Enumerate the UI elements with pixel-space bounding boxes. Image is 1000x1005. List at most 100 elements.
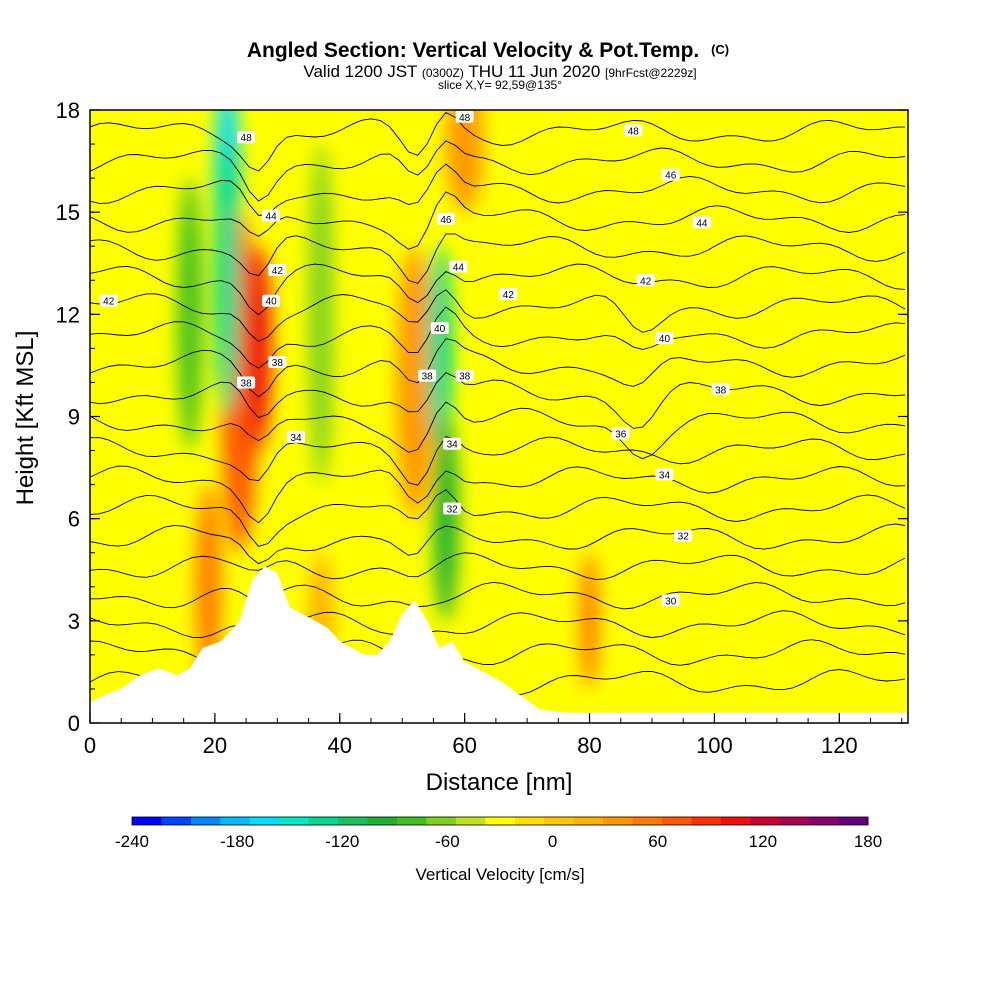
- colorbar-swatch-21: [750, 817, 781, 825]
- colorbar-tick-label-3: -60: [435, 832, 460, 851]
- theta-label-5: 44: [262, 209, 281, 223]
- colorbar-swatch-14: [544, 817, 575, 825]
- y-tick-label-4: 12: [56, 302, 80, 327]
- x-tick-label-6: 120: [821, 733, 858, 758]
- theta-label-text-23: 34: [659, 470, 671, 481]
- velocity-feature-4: [177, 178, 203, 451]
- theta-label-layer: 48 48 48 46 46 44 44 44 42 42 42 42 40 40 40 38 38 38 38 38…: [99, 110, 730, 607]
- theta-contour-12: [90, 306, 905, 369]
- theta-contour-9: [90, 401, 905, 460]
- theta-contour-8: [90, 436, 905, 486]
- theta-contour-19: [90, 111, 905, 172]
- subtitle-date: THU 11 Jun 2020: [468, 62, 600, 81]
- chart-subtitle: Valid 1200 JST (0300Z) THU 11 Jun 2020 […: [303, 62, 696, 81]
- theta-contour-15: [90, 233, 906, 284]
- terrain-mask: [90, 566, 908, 723]
- theta-label-10: 42: [499, 287, 518, 301]
- theta-label-3: 46: [661, 168, 680, 182]
- colorbar-swatch-9: [396, 817, 427, 825]
- theta-label-8: 42: [99, 294, 118, 308]
- colorbar-swatch-11: [455, 817, 486, 825]
- theta-label-25: 32: [674, 529, 693, 543]
- colorbar-swatch-17: [632, 817, 663, 825]
- theta-label-text-13: 40: [434, 324, 446, 335]
- theta-label-text-20: 36: [615, 430, 627, 441]
- slice-label: slice X,Y= 92,59@135°: [438, 78, 562, 92]
- theta-label-text-18: 38: [459, 372, 471, 383]
- y-tick-label-1: 3: [68, 609, 80, 634]
- chart-title-mark: (C): [711, 42, 729, 57]
- theta-label-text-8: 42: [103, 297, 115, 308]
- colorbar-swatch-3: [220, 817, 251, 825]
- theta-label-13: 40: [430, 321, 449, 335]
- colorbar-swatch-13: [514, 817, 545, 825]
- theta-label-text-15: 38: [272, 358, 284, 369]
- colorbar-swatch-19: [691, 817, 722, 825]
- theta-label-12: 40: [262, 294, 281, 308]
- colorbar-swatch-8: [367, 817, 398, 825]
- y-tick-label-3: 9: [68, 405, 80, 430]
- colorbar-tick-label-0: -240: [115, 832, 149, 851]
- x-axis: 0 20 40 60 80 100 120: [84, 713, 903, 758]
- theta-label-1: 48: [455, 110, 474, 124]
- theta-label-text-16: 38: [241, 378, 253, 389]
- theta-label-18: 38: [455, 369, 474, 383]
- colorbar-swatch-4: [249, 817, 280, 825]
- theta-label-17: 38: [418, 369, 437, 383]
- theta-label-text-11: 42: [640, 276, 652, 287]
- colorbar-swatch-12: [485, 817, 516, 825]
- theta-contour-layer: [90, 111, 906, 704]
- x-tick-label-2: 40: [328, 733, 352, 758]
- colorbar-swatch-0: [132, 817, 162, 825]
- theta-label-text-1: 48: [459, 113, 471, 124]
- theta-label-text-21: 34: [290, 433, 302, 444]
- theta-label-16: 38: [237, 376, 256, 389]
- theta-label-19: 38: [711, 383, 730, 396]
- theta-label-14: 40: [655, 332, 674, 345]
- theta-label-23: 34: [655, 468, 674, 481]
- colorbar-tick-label-6: 120: [749, 832, 777, 851]
- theta-contour-17: [90, 163, 905, 217]
- theta-contour-5: [90, 523, 905, 565]
- velocity-feature-layer: [177, 110, 599, 689]
- theta-contour-14: [90, 263, 905, 316]
- theta-label-text-10: 42: [503, 290, 515, 301]
- colorbar-tick-label-4: 0: [548, 832, 557, 851]
- theta-label-text-17: 38: [422, 372, 434, 383]
- colorbar-swatch-2: [190, 817, 221, 825]
- x-tick-label-4: 80: [577, 733, 601, 758]
- theta-label-text-2: 48: [628, 126, 640, 137]
- theta-contour-10: [90, 372, 905, 429]
- theta-label-text-25: 32: [678, 532, 690, 543]
- theta-label-6: 44: [692, 216, 711, 229]
- colorbar-swatch-18: [661, 817, 692, 825]
- theta-label-2: 48: [624, 124, 643, 137]
- colorbar-swatch-5: [279, 817, 310, 825]
- theta-label-text-19: 38: [715, 385, 727, 396]
- subtitle-valid: Valid 1200 JST: [303, 62, 417, 81]
- subtitle-forecast: [9hrFcst@2229z]: [605, 66, 697, 80]
- theta-label-24: 32: [443, 502, 462, 515]
- colorbar-tick-label-7: 180: [854, 832, 882, 851]
- velocity-feature-8: [308, 144, 334, 485]
- theta-label-text-6: 44: [696, 218, 708, 229]
- colorbar-frame: [131, 816, 869, 826]
- chart-title: Angled Section: Vertical Velocity & Pot.…: [247, 39, 729, 62]
- theta-label-21: 34: [287, 430, 306, 444]
- y-tick-label-6: 18: [56, 98, 80, 123]
- theta-label-text-4: 46: [440, 215, 452, 226]
- theta-label-0: 48: [237, 131, 256, 144]
- theta-label-20: 36: [611, 427, 630, 441]
- theta-label-text-0: 48: [241, 133, 253, 144]
- theta-label-text-7: 44: [453, 263, 465, 274]
- velocity-feature-11: [196, 484, 222, 689]
- theta-contour-4: [90, 552, 906, 580]
- colorbar-tick-label-1: -180: [220, 832, 254, 851]
- colorbar-tick-label-2: -120: [325, 832, 359, 851]
- colorbar-swatch-24: [838, 817, 869, 825]
- theta-contour-6: [90, 489, 906, 547]
- colorbar-label: Vertical Velocity [cm/s]: [415, 865, 584, 884]
